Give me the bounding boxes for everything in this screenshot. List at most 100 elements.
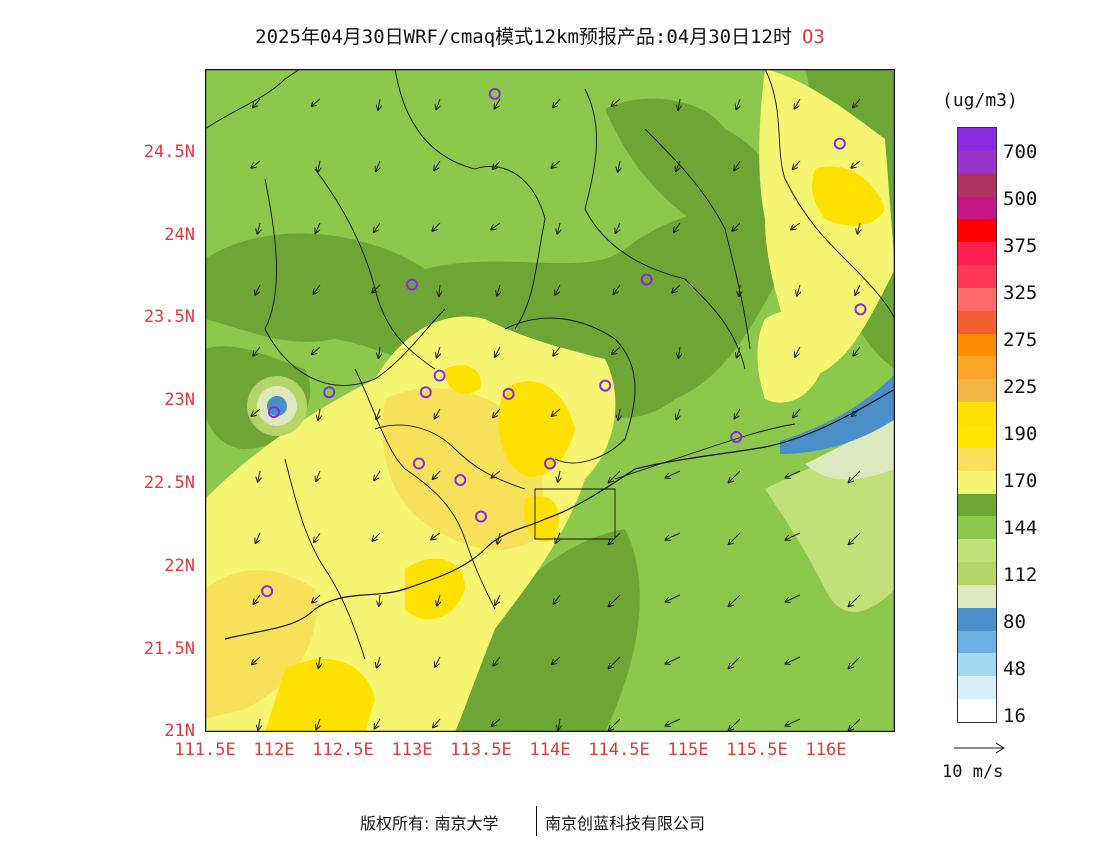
wind-vector [257,222,260,234]
wind-vector [729,656,741,668]
wind-vector [672,284,681,293]
wind-vector [316,222,321,233]
wind-vector [729,532,741,544]
wind-vector [665,532,681,540]
station-marker [833,137,846,150]
copyright-divider [536,806,537,836]
colorbar-swatch [958,379,996,403]
colorbar-tick-label: 48 [1003,658,1026,680]
map-frame [205,69,895,732]
wind-vector [735,408,741,419]
colorbar-swatch [958,539,996,563]
wind-vector [491,470,501,478]
wind-vector [674,222,681,232]
wind-vector [853,98,861,107]
wind-vector [432,222,441,231]
colorbar-tick-label: 190 [1003,423,1038,445]
wind-vector [558,718,560,730]
wind-vector [618,160,620,172]
copyright-right: 南京创蓝科技有限公司 [545,814,706,833]
colorbar-tick-label: 80 [1003,611,1026,633]
wind-vector [785,656,801,664]
wind-vector [853,346,861,356]
wind-vector [849,656,861,668]
xlabel-114: 114E [529,740,571,760]
wind-vector [737,346,740,357]
station-marker [412,457,425,470]
wind-vector [495,98,501,109]
wind-vector [253,346,261,356]
station-marker [544,457,556,470]
colorbar-swatch [958,150,996,174]
wind-vector [729,594,741,606]
colorbar-swatch [958,424,996,448]
colorbar-swatch [958,516,996,540]
station-marker [419,386,432,399]
wind-vector [852,408,861,416]
wind-vector [676,160,680,171]
wind-vector [433,718,441,727]
wind-vector [255,284,261,295]
wind-vector [678,98,680,110]
ylabel-24: 24N [164,225,195,245]
wind-vector [676,408,680,419]
station-marker [488,87,501,100]
xlabel-113-5: 113.5E [450,740,512,760]
colorbar-tick-label: 275 [1003,329,1038,351]
wind-vector [312,594,321,603]
copyright-left: 版权所有: 南京大学 [360,814,499,833]
wind-vector [793,408,801,417]
wind-vector [378,346,380,358]
station-marker [406,278,418,291]
wind-vector [491,222,501,229]
wind-vector [318,656,320,668]
wind-vector [795,346,801,357]
wind-vector [791,222,801,229]
wind-vector [678,346,680,358]
ylabel-24-5: 24.5N [143,142,195,162]
wind-vector [252,656,261,664]
wind-vector [552,408,561,416]
wind-vector [495,346,501,357]
colorbar-swatch [958,173,996,197]
station-marker [433,369,446,382]
wind-vector [377,656,380,667]
colorbar-swatch [958,310,996,334]
wind-vector [556,532,561,543]
wind-vector [849,718,861,730]
wind-vector [785,470,801,478]
wind-vector [374,470,381,480]
ylabel-23: 23N [164,390,195,410]
wind-vector [785,532,801,540]
station-marker [599,379,612,392]
colorbar-tick-label: 144 [1003,517,1038,539]
wind-vector [785,594,801,602]
wind-vector [437,594,440,606]
wind-vector [493,656,501,666]
wind-vector [312,98,321,106]
wind-vector [378,98,380,110]
wind-vector [318,160,320,172]
station-marker [261,585,274,598]
colorbar-tick-label: 170 [1003,470,1038,492]
wind-vector [253,98,261,107]
wind-vector [497,284,500,296]
wind-vector [609,470,621,482]
wind-vector [379,594,380,606]
colorbar-swatch [958,219,996,243]
wind-vector [439,284,440,296]
wind-vector [665,718,681,726]
wind-vector [497,532,500,544]
wind-vector [376,160,380,171]
wind-vector [729,470,741,482]
wind-vector [793,160,801,169]
colorbar-swatch [958,196,996,220]
wind-vector [553,98,561,107]
colorbar-swatch [958,333,996,357]
ylabel-23-5: 23.5N [143,307,195,327]
colorbar-tick-label: 225 [1003,376,1038,398]
wind-vector [665,656,681,664]
colorbar-swatch [958,242,996,266]
wind-vector [618,408,620,420]
xlabel-115-5: 115.5E [726,740,788,760]
